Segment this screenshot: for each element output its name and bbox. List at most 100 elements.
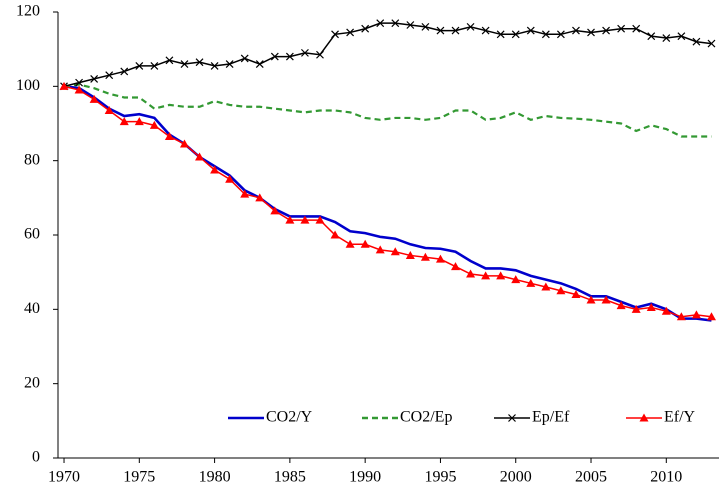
marker: [451, 262, 461, 271]
marker: [541, 282, 551, 291]
marker: [706, 312, 716, 321]
x-tick-label: 2005: [575, 469, 607, 486]
marker: [135, 61, 144, 70]
x-tick-label: 1995: [424, 469, 456, 486]
y-tick-label: 100: [16, 77, 40, 94]
marker: [74, 85, 84, 94]
marker: [676, 312, 686, 321]
marker: [255, 193, 265, 202]
marker: [89, 94, 99, 103]
marker: [225, 174, 235, 183]
marker: [195, 58, 204, 67]
x-tick-label: 1970: [48, 469, 80, 486]
marker: [511, 275, 521, 284]
y-tick-label: 40: [24, 300, 40, 317]
marker: [270, 206, 280, 215]
marker: [240, 189, 250, 198]
marker: [572, 26, 580, 35]
marker: [602, 26, 610, 35]
marker: [360, 239, 370, 248]
marker: [436, 26, 445, 35]
y-tick-label: 0: [32, 449, 40, 466]
marker: [661, 306, 671, 315]
marker: [104, 105, 114, 114]
marker: [451, 26, 460, 35]
marker: [571, 289, 581, 298]
marker: [330, 230, 340, 239]
marker: [481, 271, 491, 280]
x-tick-label: 1990: [349, 469, 381, 486]
marker: [677, 32, 686, 41]
y-tick-label: 60: [24, 226, 40, 243]
marker: [90, 74, 99, 83]
marker: [421, 22, 430, 31]
marker: [587, 28, 595, 37]
marker: [119, 117, 129, 126]
series-line: [63, 83, 712, 138]
x-tick-label: 1985: [274, 469, 306, 486]
marker: [225, 60, 234, 68]
y-tick-label: 80: [24, 151, 40, 168]
marker: [616, 301, 626, 310]
marker: [556, 286, 566, 295]
marker: [692, 37, 701, 46]
marker: [346, 28, 355, 37]
x-tick-label: 2010: [650, 469, 682, 486]
series-line: [63, 22, 712, 88]
y-tick-label: 20: [24, 374, 40, 391]
marker: [285, 52, 294, 61]
marker: [639, 413, 649, 422]
marker: [150, 61, 159, 70]
marker: [707, 39, 716, 48]
marker: [210, 165, 220, 174]
marker: [300, 215, 310, 224]
legend-label: Ef/Y: [664, 409, 696, 426]
marker: [466, 269, 476, 278]
marker: [632, 24, 641, 33]
marker: [315, 215, 325, 224]
x-tick-label: 1975: [123, 469, 155, 486]
marker: [301, 48, 309, 57]
marker: [391, 19, 400, 28]
marker: [691, 310, 701, 319]
marker: [662, 34, 671, 42]
marker: [405, 250, 415, 259]
marker: [420, 252, 430, 261]
marker: [255, 60, 264, 68]
legend-label: CO2/Y: [266, 409, 313, 426]
marker: [556, 30, 565, 39]
marker: [165, 56, 174, 65]
marker: [120, 67, 129, 76]
marker: [105, 71, 114, 80]
y-tick-label: 120: [16, 3, 40, 20]
marker: [646, 302, 656, 311]
marker: [466, 22, 475, 31]
legend-label: CO2/Ep: [400, 409, 452, 426]
marker: [331, 30, 339, 39]
marker: [59, 81, 69, 90]
series-line: [63, 85, 712, 322]
marker: [601, 295, 611, 304]
marker: [345, 239, 355, 248]
marker: [195, 152, 205, 161]
x-tick-label: 1980: [199, 469, 231, 486]
marker: [496, 271, 506, 280]
marker: [526, 278, 536, 287]
marker: [435, 254, 445, 263]
marker: [526, 26, 535, 35]
marker: [316, 50, 324, 59]
marker: [511, 30, 520, 39]
marker: [179, 139, 189, 148]
marker: [376, 19, 385, 28]
marker: [270, 52, 279, 61]
marker: [134, 117, 144, 126]
marker: [508, 414, 516, 422]
marker: [180, 60, 189, 68]
series-line: [63, 85, 712, 318]
marker: [164, 132, 174, 141]
marker: [541, 30, 550, 39]
marker: [375, 245, 385, 254]
marker: [149, 120, 159, 129]
marker: [210, 61, 219, 70]
